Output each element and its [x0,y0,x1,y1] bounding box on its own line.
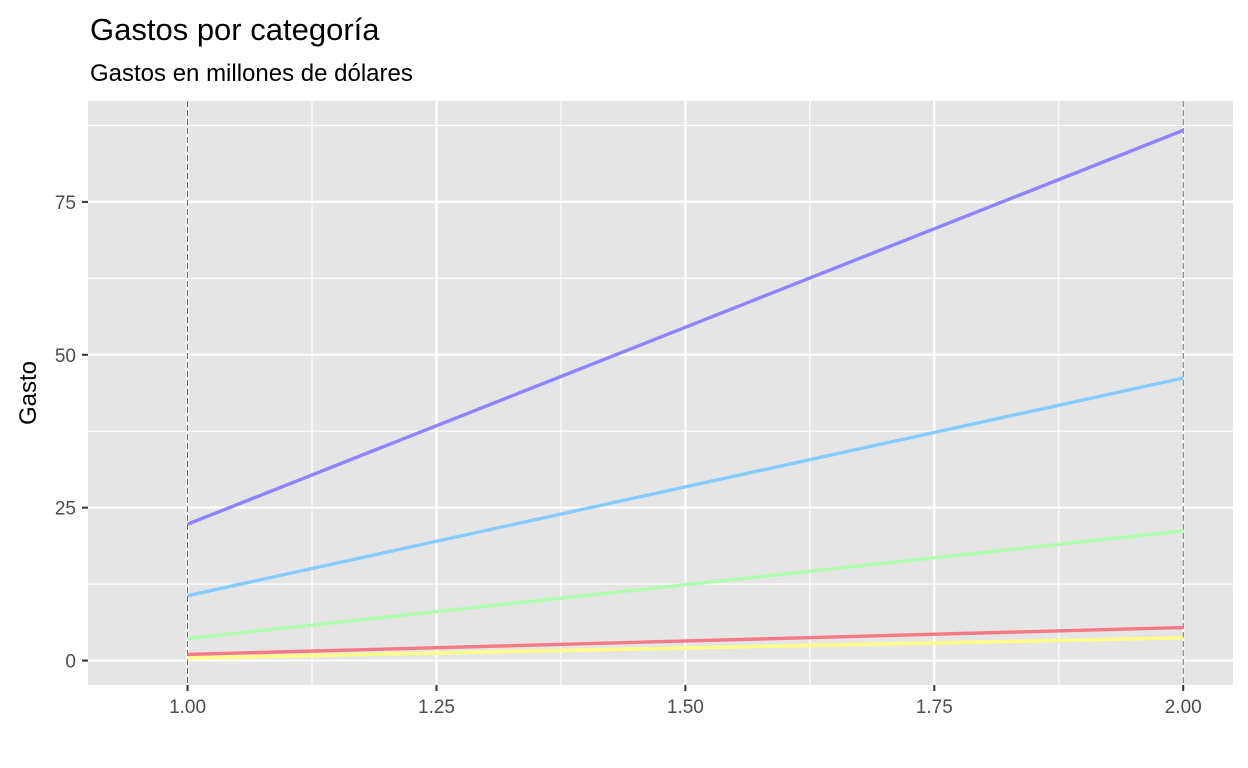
series-line-3 [187,529,1184,641]
series-line-2 [187,376,1184,598]
x-tick-label: 1.25 [418,697,455,718]
series-line-4 [187,636,1184,660]
x-axis: 1.00 1.25 1.50 1.75 2.00 [169,685,1202,718]
chart-subtitle: Gastos en millones de dólares [90,60,413,87]
series-line-5 [187,625,1184,657]
x-tick-label: 2.00 [1165,697,1202,718]
y-tick-label: 50 [55,346,76,367]
minor-gridlines [88,101,1233,685]
y-tick-label: 25 [55,499,76,520]
series-lines [186,128,1184,660]
y-axis: 0 25 50 75 [55,193,88,673]
y-axis-title: Gasto [15,361,42,425]
x-tick-label: 1.50 [667,697,704,718]
plot-panel [88,101,1233,685]
x-tick-label: 1.00 [169,697,206,718]
series-line-1 [186,128,1184,526]
reference-lines [187,101,1184,685]
y-tick-label: 75 [55,193,76,214]
y-tick-label: 0 [65,652,76,673]
chart-title: Gastos por categoría [90,12,380,47]
x-tick-label: 1.75 [916,697,953,718]
